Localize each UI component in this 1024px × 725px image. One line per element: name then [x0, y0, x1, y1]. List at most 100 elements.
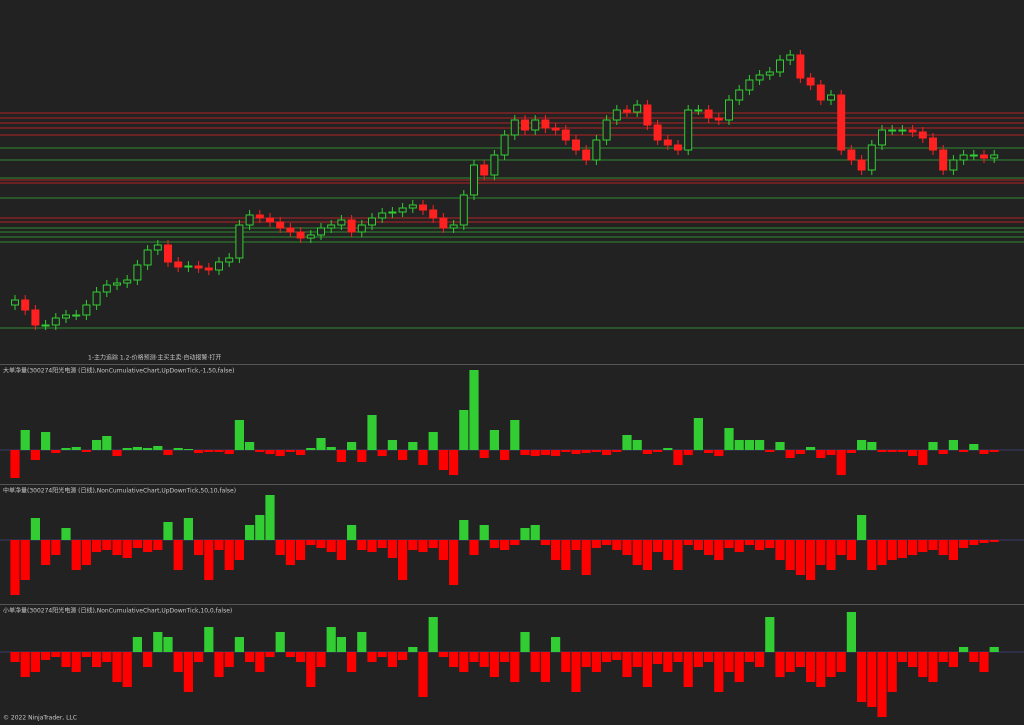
- candle-body: [113, 282, 121, 286]
- volume-bar: [581, 450, 591, 453]
- volume-bar: [398, 540, 408, 580]
- volume-bar: [377, 450, 387, 456]
- candle-body: [612, 109, 621, 121]
- volume-bar: [234, 637, 244, 652]
- volume-bar: [836, 450, 846, 475]
- volume-bar: [285, 652, 295, 657]
- volume-bar: [183, 652, 193, 692]
- volume-bar: [632, 652, 642, 667]
- volume-bar: [622, 540, 632, 555]
- volume-bar: [673, 450, 683, 465]
- volume-bar: [642, 652, 652, 687]
- volume-bar: [785, 652, 795, 672]
- candle-body: [755, 74, 764, 81]
- volume-bar: [214, 652, 224, 677]
- candle-body: [551, 127, 560, 131]
- candle-body: [582, 149, 591, 161]
- volume-bar: [683, 450, 693, 455]
- volume-bar: [347, 525, 357, 540]
- volume-bar: [877, 652, 887, 717]
- volume-bar: [724, 540, 734, 548]
- volume-bar: [316, 540, 326, 548]
- candle-body: [827, 94, 835, 101]
- candle-body: [11, 299, 19, 306]
- candle-body: [419, 204, 427, 211]
- volume-bar: [928, 442, 938, 450]
- volume-bar: [173, 540, 183, 570]
- volume-bar: [775, 442, 785, 450]
- volume-bar: [806, 447, 816, 450]
- volume-bar: [938, 652, 948, 662]
- volume-bar: [489, 652, 499, 677]
- volume-bar: [81, 540, 91, 565]
- volume-bar: [122, 448, 132, 450]
- volume-bar: [51, 450, 61, 453]
- volume-bar: [816, 540, 826, 565]
- volume-bar: [163, 522, 173, 540]
- candle-body: [500, 134, 509, 156]
- candle-body: [653, 124, 662, 141]
- volume-bar: [540, 540, 550, 545]
- candle-body: [439, 217, 448, 229]
- volume-bar: [724, 428, 734, 450]
- volume-bar: [10, 540, 20, 595]
- volume-bar: [234, 540, 244, 560]
- volume-bar: [204, 627, 214, 652]
- volume-bar: [663, 448, 673, 450]
- volume-bar: [632, 440, 642, 450]
- volume-bar: [602, 652, 612, 662]
- volume-bar: [602, 450, 612, 455]
- volume-bar: [143, 540, 153, 552]
- volume-bar: [500, 652, 510, 662]
- volume-bar: [173, 652, 183, 672]
- volume-bar: [765, 540, 775, 548]
- volume-bar: [326, 540, 336, 552]
- volume-bar: [826, 450, 836, 455]
- volume-bar: [71, 652, 81, 672]
- volume-bar: [683, 652, 693, 687]
- candle-body: [398, 207, 407, 213]
- candle-body: [816, 84, 825, 101]
- candle-body: [888, 129, 897, 132]
- volume-bar: [347, 652, 357, 672]
- volume-bar: [867, 652, 877, 707]
- volume-bar: [204, 540, 214, 580]
- candle-body: [602, 119, 611, 141]
- volume-bar: [265, 652, 275, 657]
- candle-body: [62, 314, 70, 319]
- volume-bar: [102, 540, 112, 550]
- volume-bar: [469, 370, 479, 450]
- volume-bar: [132, 540, 142, 548]
- volume-bar: [989, 647, 999, 652]
- panel-title: 大单净量(300274阳光电源 (日线),NonCumulativeChart,…: [3, 367, 234, 375]
- volume-bar: [183, 449, 193, 450]
- volume-bar: [336, 540, 346, 560]
- volume-bar: [551, 637, 561, 652]
- volume-bar: [326, 447, 336, 450]
- volume-bar: [449, 652, 459, 667]
- volume-bar: [653, 652, 663, 664]
- candle-body: [276, 221, 285, 229]
- volume-bar: [153, 540, 163, 550]
- volume-bar: [112, 450, 122, 456]
- volume-bar: [387, 652, 397, 667]
- candle-body: [235, 224, 244, 259]
- volume-bar: [724, 652, 734, 672]
- volume-bar: [663, 540, 673, 560]
- volume-bar: [765, 617, 775, 652]
- candle-body: [990, 154, 999, 159]
- volume-bar: [571, 540, 581, 550]
- volume-bar: [510, 540, 520, 545]
- volume-bar: [908, 652, 918, 667]
- volume-bar: [693, 540, 703, 550]
- candle-body: [204, 267, 213, 271]
- candle-body: [327, 224, 336, 229]
- volume-bar: [877, 450, 887, 452]
- candle-body: [347, 219, 356, 233]
- volume-bar: [765, 450, 775, 452]
- volume-bar: [41, 540, 51, 565]
- volume-bar: [367, 540, 377, 552]
- volume-bar: [143, 652, 153, 667]
